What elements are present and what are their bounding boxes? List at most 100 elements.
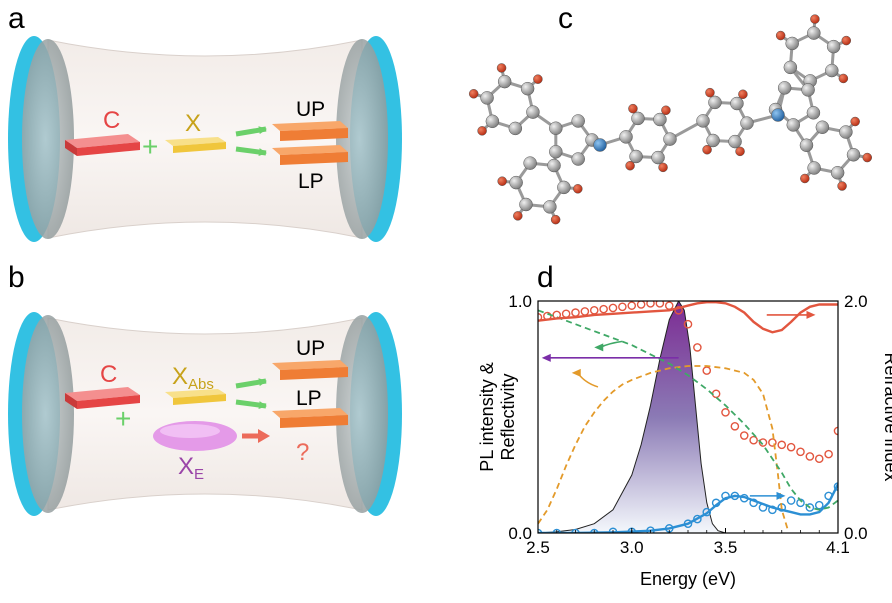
y-axis-label-line2: Reflectivity [498, 373, 518, 460]
reflectivity-point [721, 408, 730, 417]
reflectivity-point [777, 440, 787, 450]
pl-emission-area [538, 301, 726, 533]
reflectivity-point [758, 438, 768, 447]
cavity-mode-bar-a [65, 134, 140, 156]
hydrogen-atom [661, 105, 671, 116]
cavity-reflectivity-point [589, 528, 599, 533]
cavity-reflectivity-point [768, 505, 777, 515]
exciton-abs-label-b: XAbs [172, 363, 214, 393]
carbon-atom [830, 166, 845, 180]
carbon-atom [651, 150, 665, 165]
carbon-atom [730, 96, 744, 111]
hydrogen-atom [862, 152, 872, 163]
hydrogen-atom [497, 176, 507, 186]
purple-arrow [541, 353, 679, 362]
y-axis-label-line1: PL intensity & [477, 362, 497, 471]
hydrogen-atom [705, 87, 715, 98]
hydrogen-atom [477, 126, 487, 136]
carbon-atom [799, 138, 814, 152]
carbon-atom [543, 200, 557, 214]
green-arrows-a [235, 126, 267, 157]
hydrogen-atom [837, 181, 847, 191]
y2-tick-label: 0.0 [844, 524, 868, 543]
carbon-atom [785, 36, 799, 51]
lower-polariton-bar-b [272, 408, 348, 428]
cavity-reflectivity-point [571, 528, 580, 533]
hydrogen-atom [658, 162, 668, 173]
x-tick-label: 4.1 [826, 538, 850, 557]
carbon-atom [571, 114, 585, 128]
panel-b: b C + XAbs XE [8, 261, 402, 516]
absorption-dashed-line [538, 365, 789, 529]
carbon-atom [696, 114, 710, 128]
cavity-label-a: C [103, 107, 120, 134]
reflectivity-point [730, 421, 740, 431]
carbon-atom [519, 197, 533, 212]
upper-polariton-bar-a [272, 121, 348, 141]
cavity-reflectivity-point [693, 514, 702, 524]
reflectivity-point [646, 301, 655, 308]
red-arrow [766, 310, 816, 319]
carbon-atom [777, 81, 792, 95]
reflectivity-point [768, 438, 777, 447]
reflectivity-point [693, 343, 702, 352]
reflectivity-point [618, 302, 627, 312]
hydrogen-atom [735, 146, 745, 157]
reflectivity-point [814, 454, 824, 464]
carbon-atom [815, 120, 830, 134]
reflectivity-point [674, 305, 683, 315]
reflectivity-point [655, 301, 665, 308]
cavity-reflectivity-point [552, 528, 562, 533]
green-arrows-b [235, 378, 267, 410]
nitrogen-atom [771, 108, 785, 122]
hydrogen-atom [738, 89, 748, 100]
mirror-left-b [8, 312, 74, 516]
carbon-atom [549, 145, 563, 159]
carbon-atom [786, 118, 801, 132]
plot-area [538, 301, 838, 533]
lower-polariton-label-b: LP [296, 387, 322, 410]
carbon-atom [571, 152, 585, 166]
carbon-atom [480, 91, 494, 105]
carbon-atom [547, 158, 561, 173]
reflectivity-point [571, 308, 580, 317]
reflectivity-point [786, 442, 796, 452]
reflectivity-point [702, 366, 712, 375]
cavity-reflectivity-point [805, 503, 815, 512]
exciton-label-a: X [185, 110, 201, 137]
reflectivity-point [796, 447, 805, 457]
carbon-atom [631, 111, 645, 126]
hydrogen-atom [513, 211, 523, 221]
upper-polariton-label-a: UP [296, 98, 325, 121]
carbon-atom [629, 149, 643, 164]
carbon-atom [826, 39, 841, 54]
hydrogen-atom [468, 89, 479, 99]
emissive-exciton-ellipse-b [153, 421, 237, 451]
carbon-atom [806, 106, 821, 120]
x-axis-label: Energy (eV) [640, 569, 736, 589]
y2-tick-label: 2.0 [844, 292, 868, 311]
hydrogen-atom [800, 173, 810, 184]
carbon-atom [619, 130, 633, 144]
exciton-abs-bar-b [165, 389, 226, 405]
hydrogen-atom [550, 214, 561, 225]
carbon-atom [508, 121, 523, 136]
hydrogen-atom [775, 30, 786, 41]
carbon-atom [497, 74, 512, 89]
lower-polariton-bar-a [272, 145, 348, 165]
mirror-left-a [8, 36, 74, 242]
lower-polariton-label-a: LP [298, 170, 324, 193]
carbon-atom [706, 133, 720, 148]
carbon-atom [740, 116, 754, 130]
reflectivity-point [636, 301, 646, 309]
carbon-atom [846, 148, 861, 162]
exciton-e-sub: E [194, 466, 204, 483]
plus-sign-a: + [142, 131, 158, 162]
hydrogen-atom [850, 116, 860, 127]
reflectivity-point [664, 301, 674, 310]
carbon-atom [728, 134, 742, 149]
blue-arrow [749, 491, 786, 500]
